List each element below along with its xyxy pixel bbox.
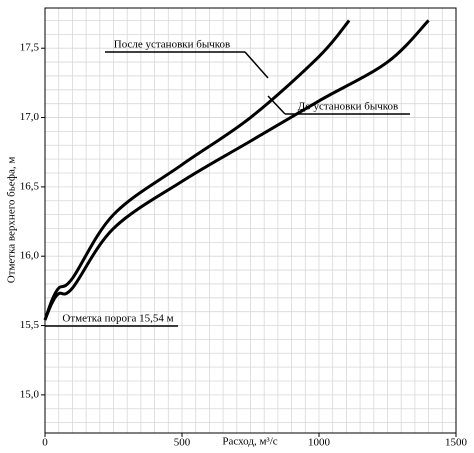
y-tick-label: 15,0	[20, 388, 40, 400]
plot-frame	[44, 7, 457, 434]
y-tick-label: 16,5	[20, 180, 40, 192]
line-series	[43, 19, 430, 321]
y-axis-label: Отметка верхнего бьефа, м	[6, 157, 18, 284]
line-series	[43, 19, 351, 321]
x-tick-label: 0	[42, 437, 48, 449]
x-tick-label: 1500	[445, 437, 468, 449]
leader-line	[267, 95, 286, 115]
y-tick-label: 17,0	[20, 111, 40, 123]
x-tick-label: 1000	[308, 437, 331, 449]
x-axis-label: Расход, м³/с	[222, 436, 277, 448]
annotation: Отметка порога 15,54 м	[62, 313, 173, 325]
series-label: До установки бычков	[298, 101, 399, 113]
y-tick-label: 16,0	[20, 250, 40, 262]
y-tick-label: 15,5	[20, 319, 40, 331]
series-label: После установки бычков	[114, 39, 231, 51]
x-tick-label: 500	[174, 437, 191, 449]
leader-line	[244, 51, 269, 79]
y-tick-label: 17,5	[20, 42, 40, 54]
